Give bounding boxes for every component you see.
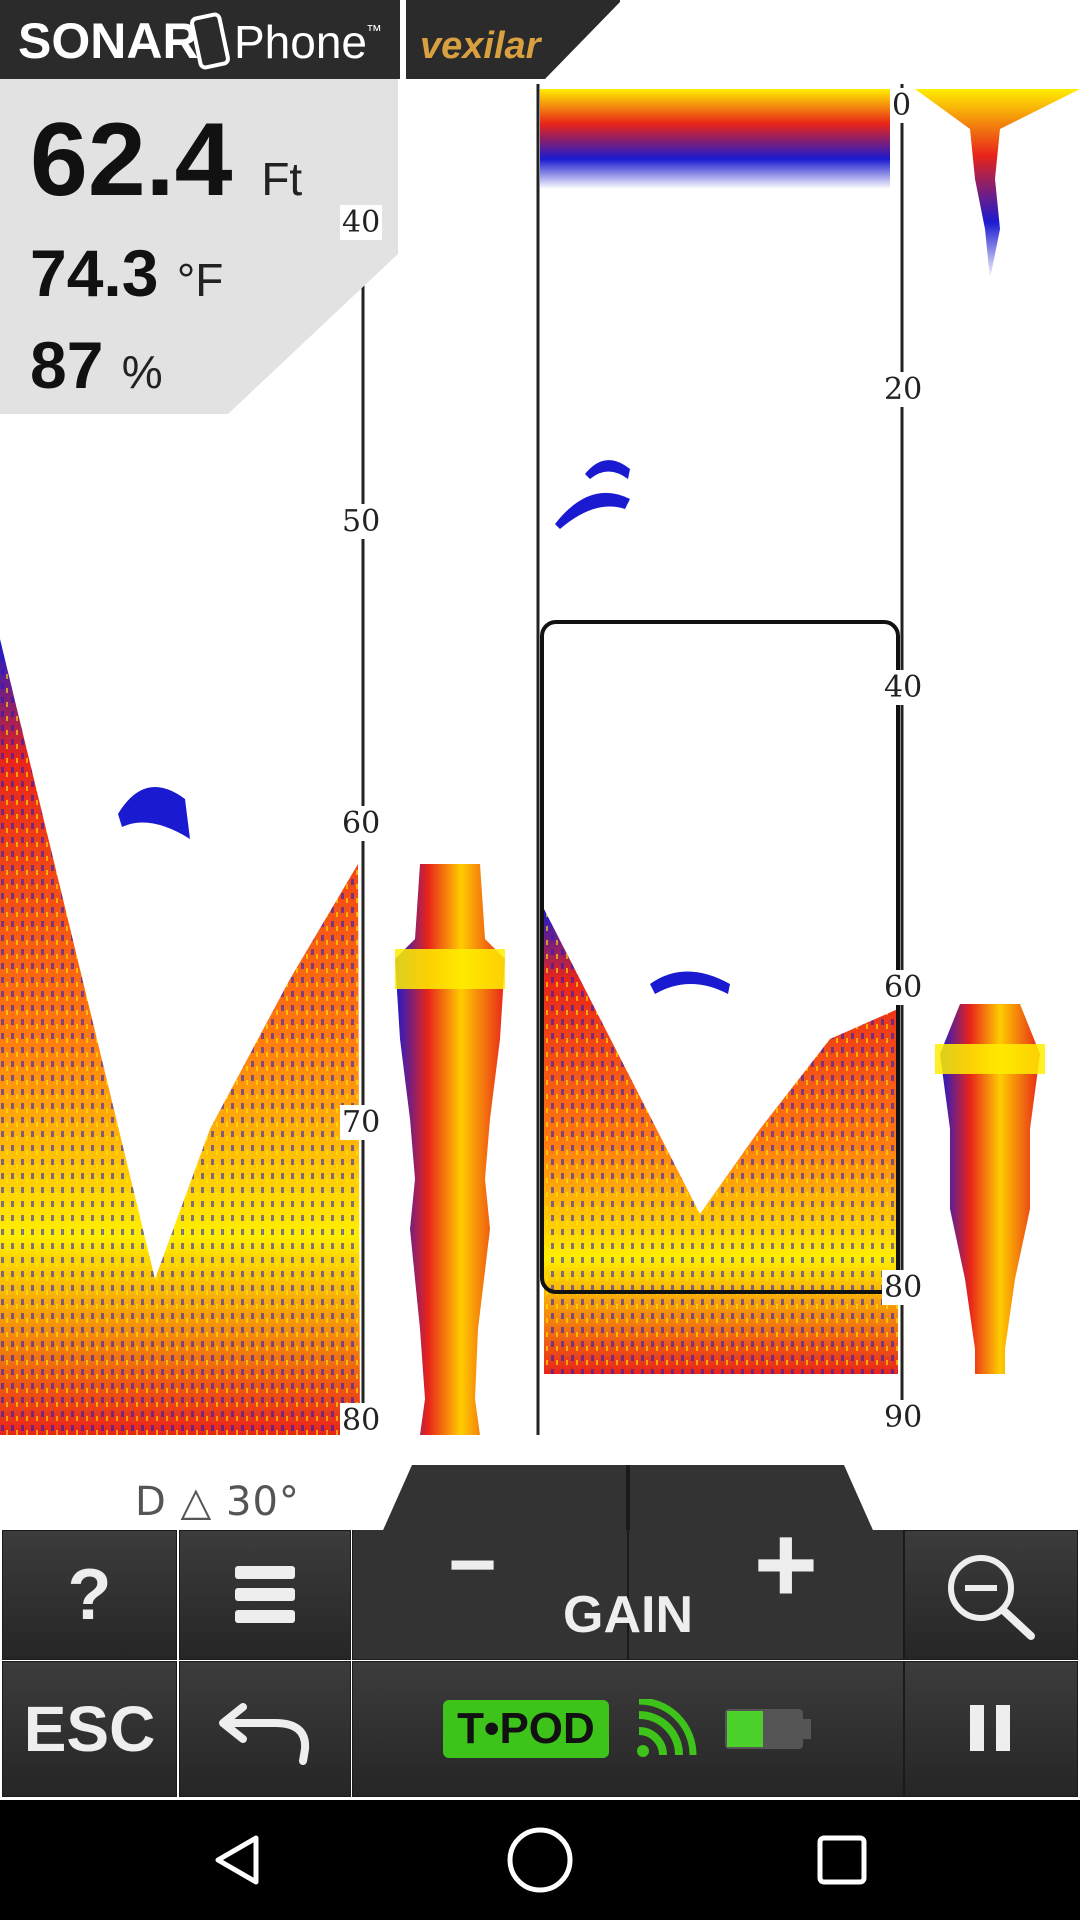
gain-decrease-button[interactable]: − [352, 1517, 628, 1660]
battery-value: 87 [30, 328, 104, 402]
readout-panel: 62.4 Ft 74.3 °F 87 % [0, 79, 398, 414]
sonar-display[interactable] [0, 79, 1080, 1435]
device-status-bar: T•POD [352, 1661, 904, 1797]
nav-recents-button[interactable] [762, 1800, 922, 1920]
home-circle-icon [507, 1827, 573, 1893]
system-navigation-bar [0, 1800, 1080, 1920]
gain-increase-button[interactable]: + [628, 1503, 904, 1660]
depth-readout: 62.4 Ft [30, 101, 302, 220]
right-scale-label: 0 [890, 88, 914, 123]
minus-icon: − [448, 1517, 498, 1611]
signal-strength-icon [636, 1699, 697, 1757]
readout-background [0, 79, 398, 414]
back-button[interactable] [179, 1661, 351, 1797]
tpod-badge: T•POD [443, 1700, 609, 1758]
battery-readout: 87 % [30, 327, 163, 403]
menu-button[interactable] [179, 1530, 351, 1660]
zoom-window[interactable] [540, 620, 900, 1294]
depth-value: 62.4 [30, 102, 233, 218]
right-scale-label: 40 [882, 670, 925, 705]
temperature-readout: 74.3 °F [30, 235, 223, 311]
temperature-unit: °F [176, 254, 224, 306]
partner-brand-logo: vexilar [420, 25, 543, 67]
fish-arch [118, 787, 190, 839]
left-scale-label: 60 [340, 806, 383, 841]
left-scale-label: 70 [340, 1105, 383, 1140]
help-icon: ? [67, 1555, 112, 1635]
menu-icon [235, 1566, 295, 1623]
left-flasher-bar [395, 864, 505, 1435]
temperature-value: 74.3 [30, 236, 159, 310]
nav-back-button[interactable] [158, 1800, 318, 1920]
recents-square-icon [817, 1835, 867, 1885]
app-name-light: Phone [234, 16, 367, 68]
tpod-label: T•POD [457, 1704, 595, 1753]
fish-arch [650, 971, 730, 994]
left-scale-label: 40 [340, 205, 383, 240]
control-panel: D △ 30° ? − + GAIN ESC [0, 1435, 1080, 1800]
right-flasher-bar [915, 89, 1080, 1374]
esc-button[interactable]: ESC [2, 1661, 177, 1797]
right-scale-label: 20 [882, 372, 925, 407]
battery-icon [724, 1709, 811, 1749]
trademark: ™ [366, 23, 382, 40]
beam-info: D △ 30° [135, 1479, 300, 1525]
pause-icon [970, 1705, 1010, 1751]
undo-arrow-icon [219, 1703, 310, 1765]
depth-unit: Ft [261, 153, 303, 205]
fish-arch [585, 460, 630, 479]
right-scale-label: 80 [882, 1270, 925, 1305]
esc-label: ESC [23, 1693, 156, 1765]
nav-home-button[interactable] [460, 1800, 620, 1920]
right-history-panel [536, 84, 904, 1435]
right-scale-label: 90 [882, 1400, 925, 1435]
battery-unit: % [121, 346, 163, 398]
app-name-bold: SONAR [18, 13, 199, 69]
gain-label: GAIN [563, 1586, 693, 1644]
brand-banner: SONAR Phone ™ vexilar [0, 0, 620, 79]
zoom-out-icon [948, 1555, 1035, 1640]
back-triangle-icon [215, 1835, 259, 1885]
left-scale-label: 80 [340, 1403, 383, 1438]
fish-arch [555, 492, 630, 529]
help-button[interactable]: ? [2, 1530, 177, 1660]
zoom-out-button[interactable] [904, 1530, 1078, 1660]
app-header: SONAR Phone ™ vexilar [0, 0, 1080, 79]
left-zoom-panel [0, 84, 365, 1435]
plus-icon: + [753, 1503, 818, 1626]
pause-button[interactable] [904, 1661, 1078, 1797]
right-scale-label: 60 [882, 970, 925, 1005]
phone-icon [190, 12, 230, 70]
left-scale-label: 50 [340, 504, 383, 539]
